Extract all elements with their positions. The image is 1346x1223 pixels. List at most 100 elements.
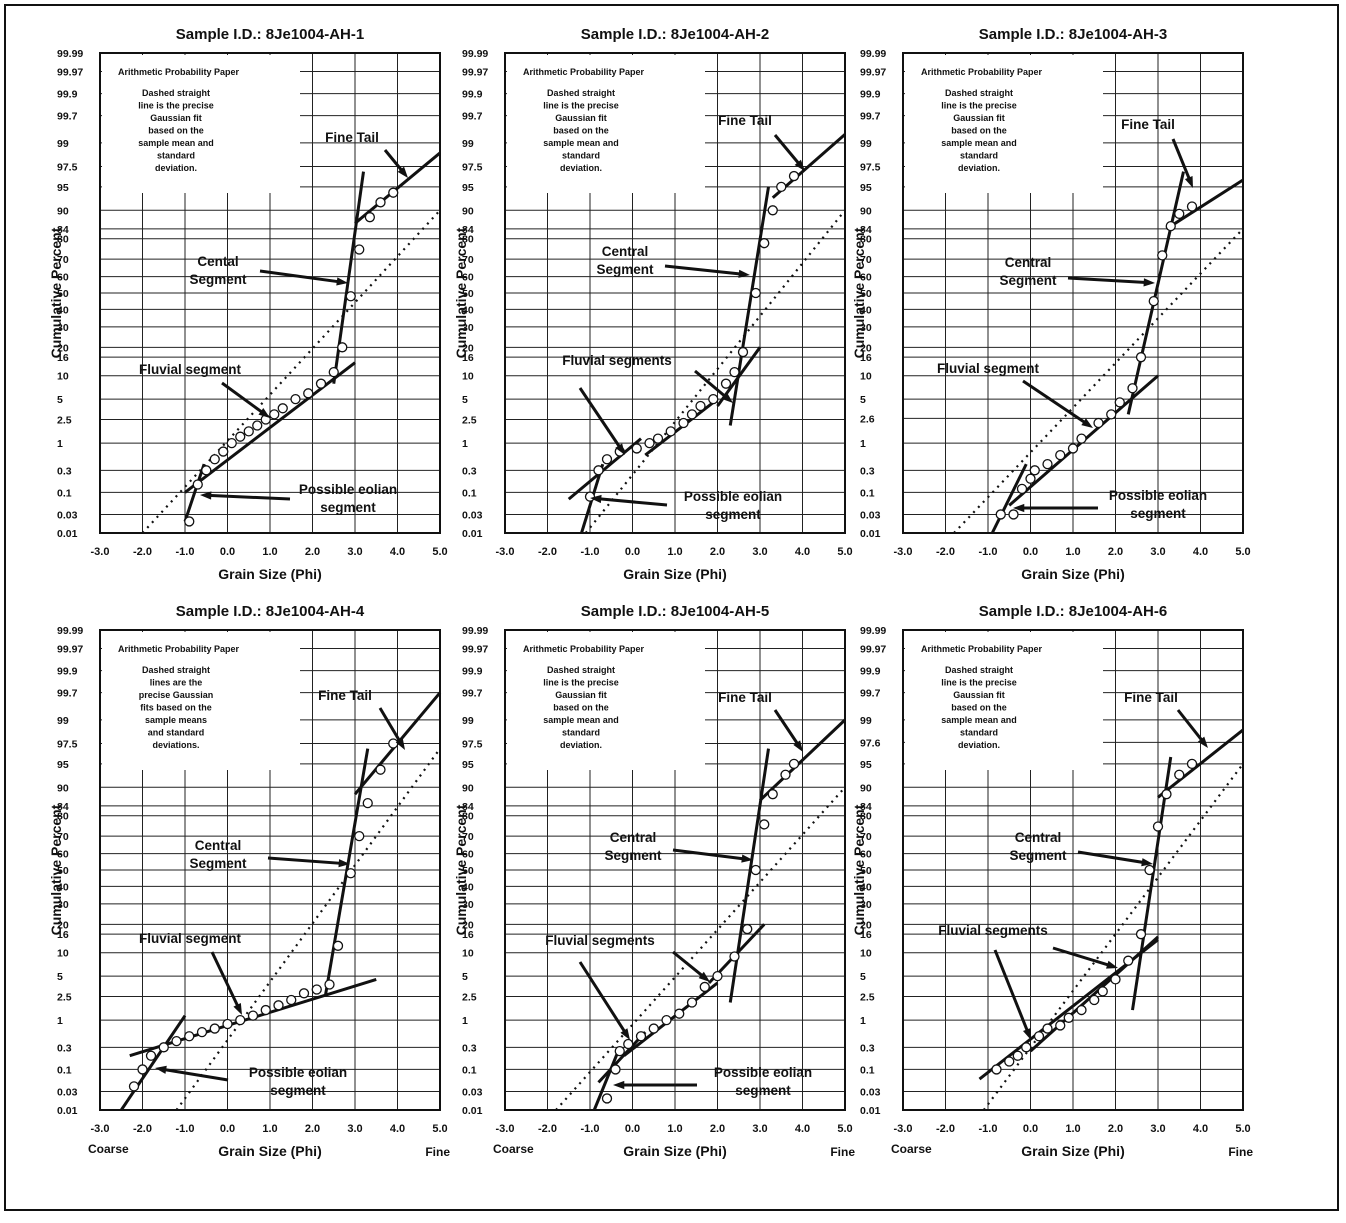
data-point	[345, 868, 356, 879]
x-axis-label: Grain Size (Phi)	[623, 1143, 726, 1159]
chart-panel: -3.0 -2.0 -1.0 0.0 1.0 2.0 3.0 4.0 5.0 0.01 0.03 0.…	[453, 603, 855, 1159]
y-axis-label: Cumulative Percent	[48, 227, 64, 358]
y-tick-label: 5	[57, 971, 63, 983]
annotation-text: Fine Tail	[325, 130, 379, 145]
y-tick-label: 70	[860, 831, 872, 843]
y-tick-label: 99	[860, 715, 872, 727]
y-tick-label: 0.1	[860, 487, 875, 499]
y-tick-label: 16	[860, 929, 872, 941]
note-line: lines are the	[150, 678, 203, 688]
annotation-text: Central	[1005, 255, 1052, 270]
note-box	[102, 55, 300, 193]
data-point	[631, 443, 642, 454]
chart-title: Sample I.D.: 8Je1004-AH-3	[979, 26, 1167, 43]
y-tick-label: 60	[860, 849, 872, 861]
arrow-head	[698, 971, 710, 982]
arrow	[259, 269, 343, 284]
data-point	[635, 1031, 647, 1042]
chart-title: Sample I.D.: 8Je1004-AH-6	[979, 603, 1167, 620]
y-tick-label: 0.01	[57, 1105, 78, 1117]
data-point	[788, 758, 800, 770]
annotation-text: Fine Tail	[718, 113, 772, 128]
annotation-text: Central	[602, 244, 649, 259]
arrow-head	[1197, 736, 1208, 748]
y-tick-label: 99.9	[57, 666, 78, 678]
y-tick-label: 99.97	[860, 67, 886, 79]
x-tick-label: 3.0	[1150, 1123, 1165, 1135]
y-tick-label: 80	[57, 234, 69, 246]
y-tick-label: 0.3	[57, 465, 72, 477]
data-point	[1110, 974, 1121, 985]
data-point	[767, 205, 778, 216]
x-tick-label: 2.0	[1108, 546, 1123, 558]
note-line: standard	[562, 728, 600, 738]
y-tick-label: 70	[462, 254, 474, 266]
arrow-head	[1081, 418, 1093, 428]
annotation-text: Fluvial segment	[139, 362, 242, 377]
arrow-head	[1141, 858, 1153, 867]
note-line: line is the precise	[543, 101, 619, 111]
chart-panel: -3.0 -2.0 -1.0 0.0 1.0 2.0 3.0 4.0 5.0 0.01 0.03 0.…	[851, 603, 1253, 1159]
annotation-text: Central	[195, 838, 242, 853]
x-tick-label: -1.0	[979, 1123, 998, 1135]
y-tick-label: 10	[462, 948, 474, 960]
note-line: Gaussian fit	[150, 113, 202, 123]
annotation-text: Segment	[189, 272, 247, 287]
data-point	[601, 1093, 613, 1104]
data-point	[298, 988, 310, 999]
data-point	[712, 970, 723, 982]
data-point	[1042, 458, 1053, 470]
segment-line	[1157, 728, 1244, 799]
note-line: standard	[157, 151, 195, 161]
x-tick-label: 3.0	[752, 1123, 767, 1135]
x-tick-label: 5.0	[432, 546, 447, 558]
y-tick-label: 0.1	[462, 1064, 477, 1076]
data-point	[674, 1008, 685, 1019]
data-point	[354, 244, 365, 255]
y-tick-label: 99.99	[860, 625, 886, 637]
y-tick-label: 84	[57, 801, 69, 813]
arrow-head	[155, 1065, 167, 1074]
segment-line	[597, 1031, 647, 1084]
y-tick-label: 95	[462, 759, 474, 771]
annotation-text: Possible eolian	[684, 489, 782, 504]
note-line: Dashed straight	[142, 665, 210, 675]
y-tick-label: 40	[462, 304, 474, 316]
arrow	[993, 949, 1031, 1035]
y-tick-label: 70	[462, 831, 474, 843]
x-tick-label: 2.0	[710, 546, 725, 558]
y-tick-label: 0.03	[860, 509, 881, 521]
data-point	[145, 1050, 157, 1061]
annotation-text: Possible eolian	[714, 1065, 812, 1080]
y-tick-label: 99	[57, 715, 69, 727]
data-point	[695, 400, 706, 412]
note-line: line is the precise	[941, 101, 1017, 111]
data-point	[686, 997, 698, 1008]
y-tick-label: 2.5	[462, 414, 477, 426]
chart-title: Sample I.D.: 8Je1004-AH-1	[176, 26, 364, 43]
x-end-label: Coarse	[493, 1142, 534, 1156]
y-tick-label: 10	[860, 948, 872, 960]
y-tick-label: 0.3	[860, 465, 875, 477]
x-tick-label: 5.0	[837, 546, 852, 558]
y-tick-label: 80	[860, 234, 872, 246]
arrow	[664, 264, 745, 276]
arrow	[672, 848, 748, 861]
data-point	[661, 1014, 672, 1026]
annotation-text: segment	[320, 500, 376, 515]
data-point	[1093, 417, 1104, 429]
x-tick-label: 2.0	[1108, 1123, 1123, 1135]
data-point	[328, 367, 339, 378]
y-tick-label: 40	[57, 881, 69, 893]
note-line: sample mean and	[543, 715, 619, 725]
note-line: Gaussian fit	[953, 113, 1005, 123]
data-point	[315, 378, 327, 389]
data-point	[1135, 929, 1147, 940]
annotation-text: Cental	[197, 254, 238, 269]
annotation-text: Segment	[1009, 848, 1067, 863]
note-line: Dashed straight	[547, 665, 615, 675]
data-point	[1025, 473, 1036, 484]
y-tick-label: 16	[57, 929, 69, 941]
x-tick-label: -1.0	[979, 546, 998, 558]
